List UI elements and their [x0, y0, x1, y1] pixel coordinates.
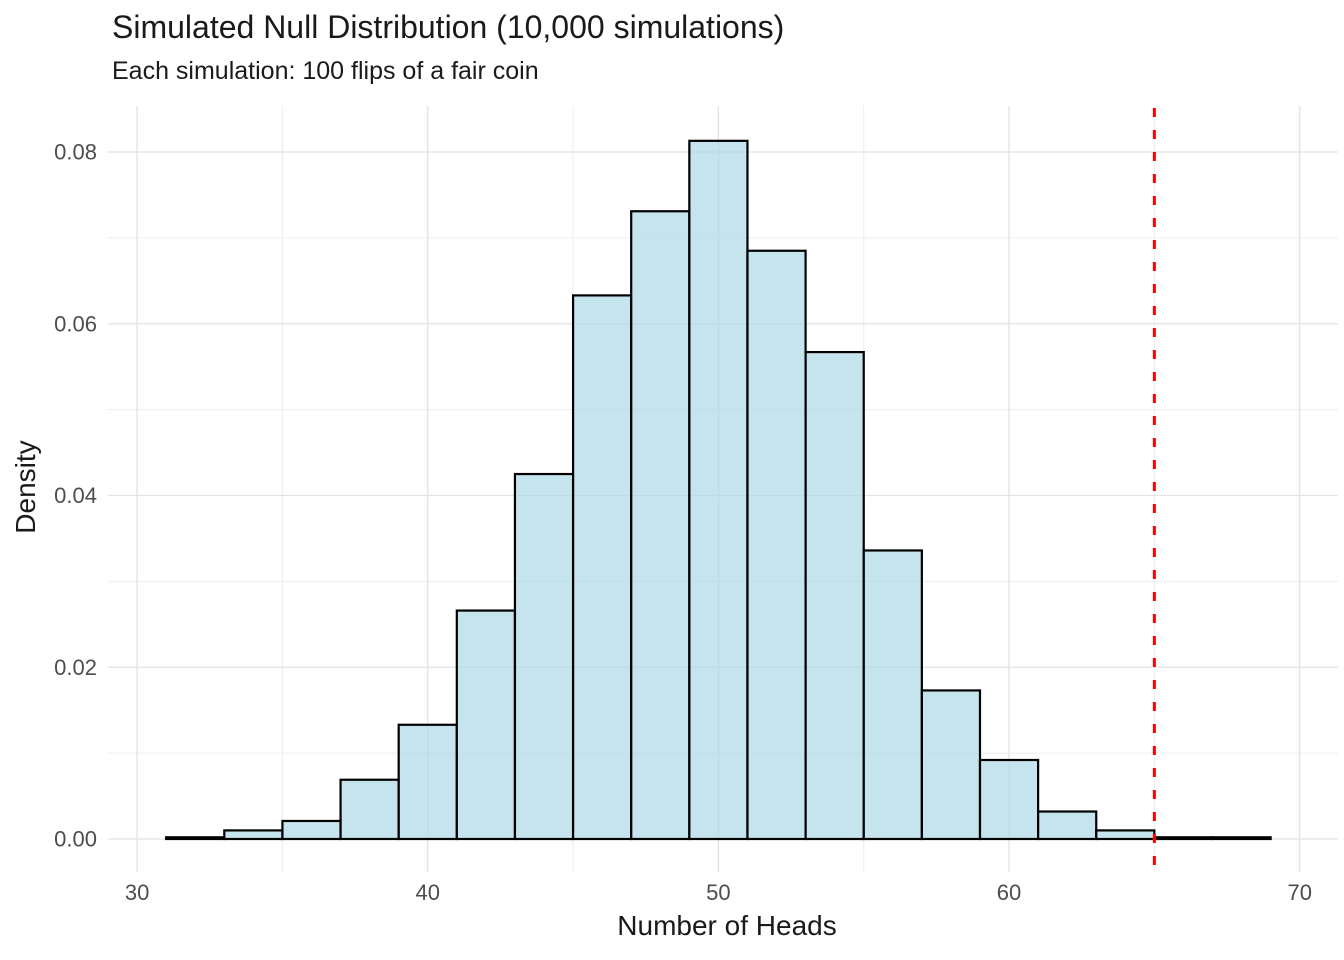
histogram-bar [223, 829, 284, 841]
x-tick-label: 30 [125, 880, 149, 905]
y-tick-label: 0.06 [54, 311, 97, 336]
x-tick-label: 60 [997, 880, 1021, 905]
histogram-bar [1095, 829, 1156, 841]
y-axis-title: Density [10, 440, 41, 534]
histogram-bar [804, 350, 865, 841]
y-tick-label: 0.08 [54, 140, 97, 165]
histogram-bar [397, 723, 458, 841]
histogram-bar [746, 249, 807, 841]
chart-title: Simulated Null Distribution (10,000 simu… [112, 9, 785, 45]
histogram-bar [281, 819, 342, 841]
x-tick-label: 50 [706, 880, 730, 905]
histogram-bar [1153, 836, 1214, 841]
histogram-bar [978, 758, 1040, 841]
histogram-bar [630, 210, 691, 841]
histogram-bar [688, 139, 749, 841]
histogram-bar [1037, 810, 1098, 841]
histogram-bar [339, 778, 400, 841]
histogram-bar [513, 472, 575, 841]
x-axis-title: Number of Heads [617, 910, 837, 941]
y-tick-label: 0.02 [54, 655, 97, 680]
x-tick-label: 70 [1287, 880, 1311, 905]
y-tick-label: 0.00 [54, 827, 97, 852]
chart-subtitle: Each simulation: 100 flips of a fair coi… [112, 57, 539, 85]
y-tick-label: 0.04 [54, 483, 97, 508]
histogram-bar [571, 294, 633, 841]
histogram-bar [455, 609, 517, 841]
histogram-bar [862, 549, 923, 841]
x-tick-label: 40 [416, 880, 440, 905]
histogram-bar [920, 689, 982, 841]
histogram-bar [165, 836, 226, 841]
histogram-bar [1211, 836, 1272, 841]
